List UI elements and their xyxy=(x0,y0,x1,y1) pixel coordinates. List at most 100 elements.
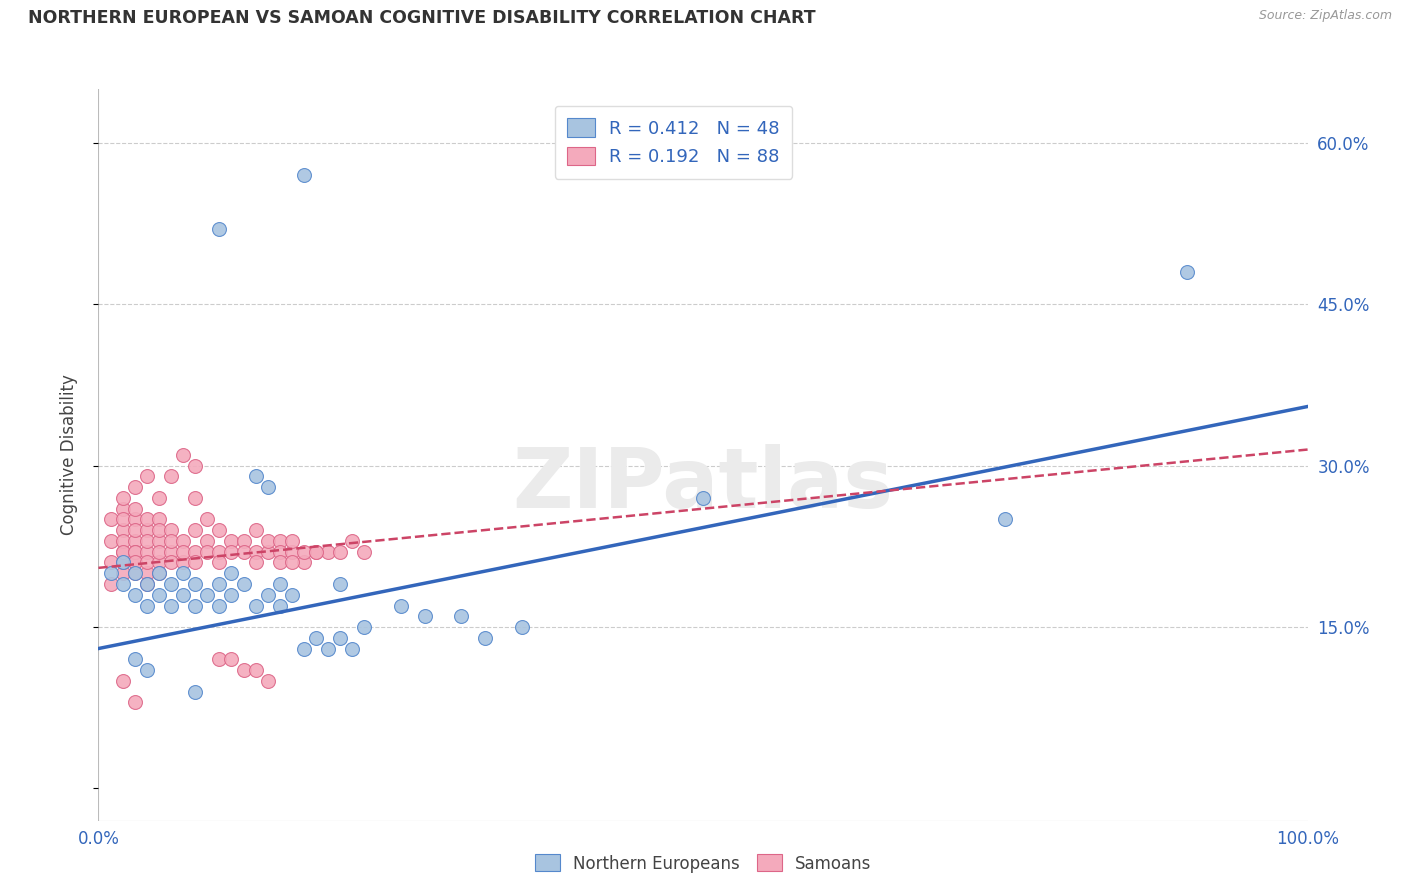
Point xyxy=(135,523,157,537)
Point xyxy=(208,545,231,559)
Point xyxy=(353,620,375,634)
Point xyxy=(269,577,291,591)
Point xyxy=(474,631,496,645)
Point xyxy=(135,577,157,591)
Point xyxy=(269,556,291,570)
Point xyxy=(124,556,146,570)
Point xyxy=(111,491,134,505)
Point xyxy=(100,533,122,548)
Point xyxy=(172,545,194,559)
Point xyxy=(281,545,304,559)
Point xyxy=(305,545,328,559)
Point xyxy=(195,512,218,526)
Point xyxy=(124,545,146,559)
Point xyxy=(172,566,194,581)
Point xyxy=(305,545,328,559)
Point xyxy=(292,168,315,182)
Point xyxy=(256,673,278,688)
Point xyxy=(111,545,134,559)
Point xyxy=(124,556,146,570)
Point xyxy=(148,556,170,570)
Point xyxy=(124,501,146,516)
Point xyxy=(208,652,231,666)
Point xyxy=(281,588,304,602)
Point xyxy=(245,545,267,559)
Point xyxy=(221,588,243,602)
Point xyxy=(184,491,207,505)
Point xyxy=(184,556,207,570)
Point xyxy=(208,577,231,591)
Point xyxy=(135,599,157,613)
Point xyxy=(124,523,146,537)
Point xyxy=(256,480,278,494)
Point xyxy=(994,512,1017,526)
Point xyxy=(124,566,146,581)
Point xyxy=(160,545,183,559)
Point xyxy=(329,631,352,645)
Text: ZIPatlas: ZIPatlas xyxy=(513,443,893,524)
Point xyxy=(221,533,243,548)
Point xyxy=(160,599,183,613)
Point xyxy=(111,523,134,537)
Point xyxy=(124,652,146,666)
Point xyxy=(184,523,207,537)
Point xyxy=(292,556,315,570)
Point xyxy=(111,533,134,548)
Point xyxy=(124,533,146,548)
Point xyxy=(172,533,194,548)
Point xyxy=(100,556,122,570)
Point xyxy=(184,458,207,473)
Point xyxy=(148,491,170,505)
Point xyxy=(342,641,364,656)
Point xyxy=(232,577,254,591)
Point xyxy=(245,599,267,613)
Point xyxy=(316,545,339,559)
Point xyxy=(316,641,339,656)
Point xyxy=(195,533,218,548)
Point xyxy=(692,491,714,505)
Point xyxy=(160,533,183,548)
Point xyxy=(1175,265,1198,279)
Point xyxy=(353,545,375,559)
Point xyxy=(510,620,533,634)
Point xyxy=(292,545,315,559)
Point xyxy=(148,566,170,581)
Point xyxy=(256,588,278,602)
Point xyxy=(450,609,472,624)
Point xyxy=(135,533,157,548)
Point xyxy=(100,577,122,591)
Point xyxy=(195,545,218,559)
Point xyxy=(184,577,207,591)
Point xyxy=(124,695,146,709)
Point xyxy=(135,663,157,677)
Point xyxy=(245,523,267,537)
Legend: Northern Europeans, Samoans: Northern Europeans, Samoans xyxy=(529,847,877,880)
Point xyxy=(256,545,278,559)
Point xyxy=(160,523,183,537)
Point xyxy=(100,512,122,526)
Point xyxy=(329,545,352,559)
Point xyxy=(281,533,304,548)
Point xyxy=(256,533,278,548)
Point xyxy=(208,222,231,236)
Text: NORTHERN EUROPEAN VS SAMOAN COGNITIVE DISABILITY CORRELATION CHART: NORTHERN EUROPEAN VS SAMOAN COGNITIVE DI… xyxy=(28,9,815,27)
Point xyxy=(305,631,328,645)
Point xyxy=(148,523,170,537)
Point xyxy=(111,545,134,559)
Point xyxy=(389,599,412,613)
Point xyxy=(208,599,231,613)
Point xyxy=(232,545,254,559)
Point xyxy=(245,469,267,483)
Point xyxy=(148,512,170,526)
Point xyxy=(172,556,194,570)
Point xyxy=(221,652,243,666)
Point xyxy=(172,588,194,602)
Point xyxy=(208,556,231,570)
Point xyxy=(184,599,207,613)
Point xyxy=(100,566,122,581)
Point xyxy=(292,641,315,656)
Legend: R = 0.412   N = 48, R = 0.192   N = 88: R = 0.412 N = 48, R = 0.192 N = 88 xyxy=(555,105,792,178)
Point xyxy=(160,577,183,591)
Y-axis label: Cognitive Disability: Cognitive Disability xyxy=(59,375,77,535)
Point xyxy=(232,533,254,548)
